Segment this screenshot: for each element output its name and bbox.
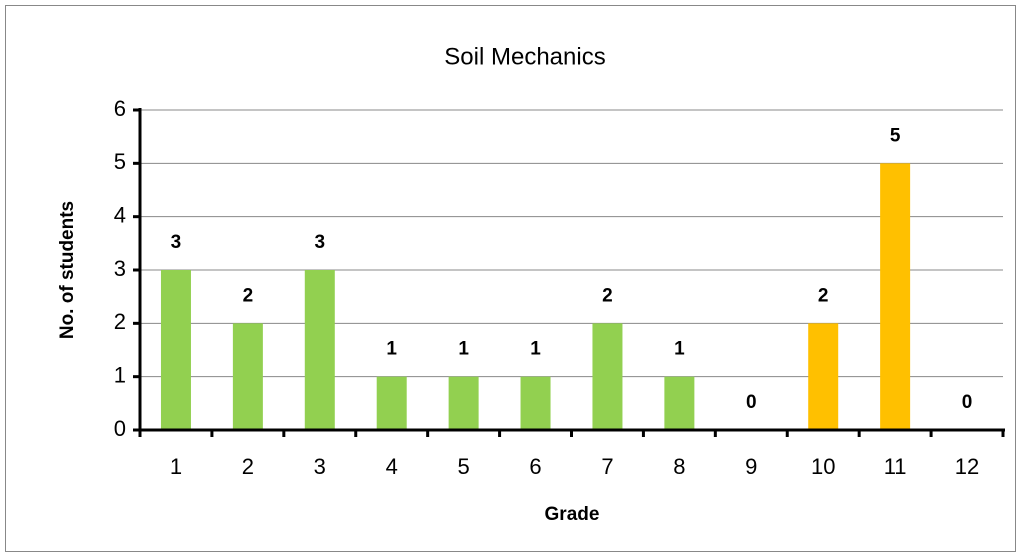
- data-label: 1: [530, 339, 541, 360]
- x-tick-label: 2: [242, 454, 254, 479]
- data-label: 0: [962, 392, 973, 413]
- x-tick-label: 6: [529, 454, 541, 479]
- bar: [520, 376, 551, 430]
- bar: [664, 376, 695, 430]
- bar: [376, 376, 407, 430]
- bar: [232, 323, 263, 430]
- bar: [304, 270, 335, 430]
- bar: [448, 376, 479, 430]
- y-axis-label: No. of students: [57, 201, 78, 339]
- y-tick-label: 2: [114, 309, 126, 334]
- x-axis-label: Grade: [545, 504, 600, 525]
- chart-title: Soil Mechanics: [444, 43, 605, 70]
- x-tick-label: 11: [884, 454, 907, 479]
- x-tick-label: 12: [955, 454, 979, 479]
- y-tick-label: 6: [114, 96, 126, 121]
- data-label: 1: [458, 339, 469, 360]
- x-tick-label: 8: [673, 454, 685, 479]
- data-label: 2: [243, 285, 254, 306]
- bar: [808, 323, 839, 430]
- data-label: 1: [386, 339, 397, 360]
- x-tick-label: 7: [601, 454, 613, 479]
- x-tick-label: 5: [458, 454, 470, 479]
- y-tick-label: 0: [114, 416, 126, 441]
- y-tick-label: 3: [114, 256, 126, 281]
- data-label: 0: [746, 392, 757, 413]
- chart-frame: [5, 5, 1016, 552]
- data-label: 3: [171, 232, 182, 253]
- bar: [160, 270, 191, 430]
- x-tick-label: 3: [314, 454, 326, 479]
- data-label: 3: [315, 232, 326, 253]
- x-tick-label: 10: [811, 454, 835, 479]
- data-label: 5: [890, 125, 901, 146]
- data-label: 1: [674, 339, 685, 360]
- y-tick-label: 5: [114, 149, 126, 174]
- bar: [880, 163, 911, 431]
- bar: [592, 323, 623, 430]
- data-label: 2: [602, 285, 613, 306]
- x-tick-label: 9: [745, 454, 757, 479]
- data-label: 2: [818, 285, 829, 306]
- x-tick-label: 1: [170, 454, 182, 479]
- y-tick-label: 1: [114, 362, 126, 387]
- x-tick-label: 4: [386, 454, 398, 479]
- y-tick-label: 4: [114, 202, 126, 227]
